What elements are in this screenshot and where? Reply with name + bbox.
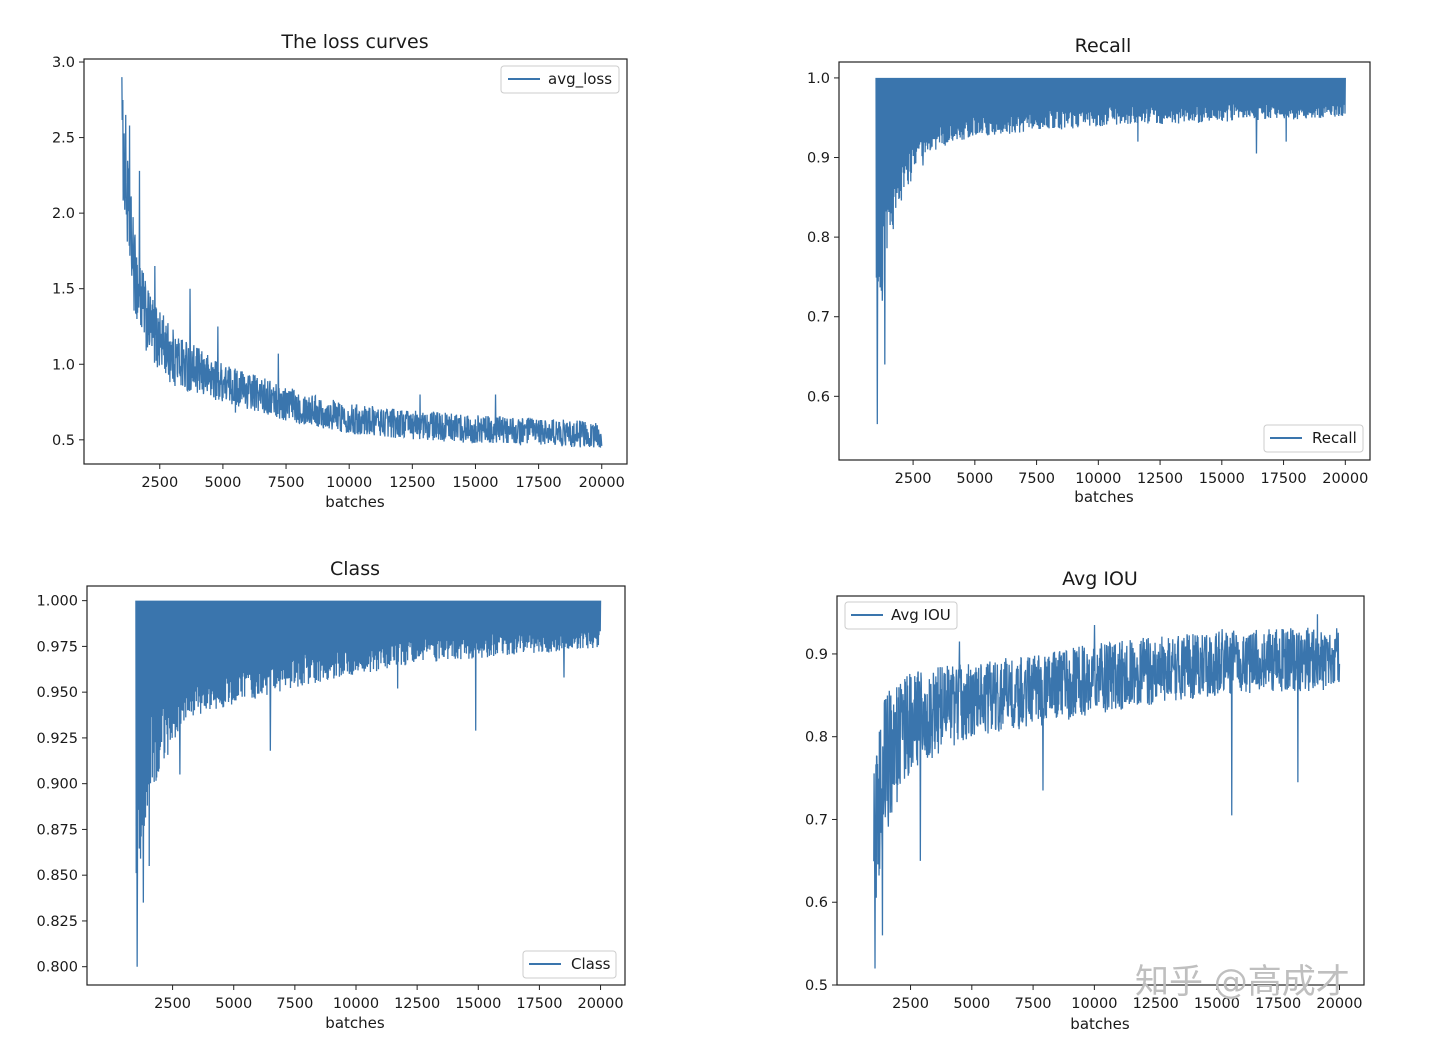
class-series-line xyxy=(135,600,602,967)
x-tick-label: 20000 xyxy=(1322,471,1368,487)
y-tick-label: 0.800 xyxy=(36,960,78,976)
x-tick-label: 7500 xyxy=(1015,996,1052,1012)
loss-chart: The loss curves 2500 5000 7500 10000 12500 15… xyxy=(52,31,628,511)
class-x-ticks: 2500 5000 7500 10000 12500 15000 17500 20000 xyxy=(154,985,624,1012)
x-tick-label: 7500 xyxy=(276,996,313,1012)
class-chart: Class 2500 5000 7500 10000 12500 15000 17500 20… xyxy=(36,558,626,1032)
y-tick-label: 0.5 xyxy=(805,978,828,994)
y-tick-label: 0.9 xyxy=(805,647,828,663)
x-tick-label: 10000 xyxy=(333,996,379,1012)
recall-legend-label: Recall xyxy=(1312,429,1357,447)
loss-legend-label: avg_loss xyxy=(548,70,612,89)
class-legend-label: Class xyxy=(571,955,611,973)
y-tick-label: 0.7 xyxy=(805,812,828,828)
x-tick-label: 15000 xyxy=(452,475,498,491)
x-tick-label: 17500 xyxy=(1260,471,1306,487)
recall-axes-frame xyxy=(838,61,1371,461)
y-tick-label: 0.8 xyxy=(807,230,830,246)
avg-iou-chart-title: Avg IOU xyxy=(1062,568,1138,590)
loss-chart-title: The loss curves xyxy=(280,31,428,53)
loss-y-ticks: 0.5 1.0 1.5 2.0 2.5 3.0 xyxy=(52,55,84,449)
y-tick-label: 0.8 xyxy=(805,730,828,746)
x-tick-label: 2500 xyxy=(895,471,932,487)
x-tick-label: 2500 xyxy=(892,996,929,1012)
y-tick-label: 0.5 xyxy=(52,433,75,449)
x-tick-label: 17500 xyxy=(1255,996,1301,1012)
y-tick-label: 0.850 xyxy=(36,868,78,884)
x-tick-label: 10000 xyxy=(1071,996,1117,1012)
y-tick-label: 0.6 xyxy=(807,389,830,405)
x-tick-label: 20000 xyxy=(577,996,623,1012)
loss-axes-frame xyxy=(83,58,628,465)
x-tick-label: 15000 xyxy=(1194,996,1240,1012)
y-tick-label: 0.975 xyxy=(36,639,78,655)
recall-chart-title: Recall xyxy=(1075,35,1132,57)
y-tick-label: 2.0 xyxy=(52,206,75,222)
x-tick-label: 5000 xyxy=(956,471,993,487)
x-tick-label: 2500 xyxy=(141,475,178,491)
x-tick-label: 15000 xyxy=(455,996,501,1012)
avg-loss-series-line xyxy=(121,77,603,448)
x-tick-label: 20000 xyxy=(1316,996,1362,1012)
avg-iou-legend-label: Avg IOU xyxy=(891,606,951,624)
class-legend: Class xyxy=(522,950,617,979)
y-tick-label: 1.000 xyxy=(36,594,78,610)
class-y-ticks: 0.800 0.825 0.850 0.875 0.900 0.925 0.950 0.975… xyxy=(36,594,87,976)
x-tick-label: 10000 xyxy=(1075,471,1121,487)
y-tick-label: 0.6 xyxy=(805,895,828,911)
y-tick-label: 1.0 xyxy=(807,71,830,87)
recall-y-ticks: 0.6 0.7 0.8 0.9 1.0 xyxy=(807,71,839,405)
avg-iou-series-line xyxy=(873,614,1341,969)
class-x-axis-label: batches xyxy=(325,1014,385,1032)
recall-chart: Recall 2500 5000 7500 10000 12500 15000 17500 2… xyxy=(807,35,1371,506)
x-tick-label: 12500 xyxy=(394,996,440,1012)
x-tick-label: 2500 xyxy=(154,996,191,1012)
avg-iou-x-axis-label: batches xyxy=(1070,1015,1130,1033)
class-legend-box xyxy=(522,950,617,979)
y-tick-label: 0.875 xyxy=(36,822,78,838)
y-tick-label: 0.7 xyxy=(807,310,830,326)
x-tick-label: 5000 xyxy=(953,996,990,1012)
y-tick-label: 3.0 xyxy=(52,55,75,71)
y-tick-label: 2.5 xyxy=(52,131,75,147)
avg-iou-axes-frame xyxy=(836,595,1365,986)
loss-legend: avg_loss xyxy=(500,65,620,94)
avg-iou-x-ticks: 2500 5000 7500 10000 12500 15000 17500 20000 xyxy=(892,985,1363,1012)
x-tick-label: 20000 xyxy=(579,475,625,491)
loss-legend-box xyxy=(500,65,620,94)
x-tick-label: 17500 xyxy=(516,475,562,491)
watermark-text: 知乎 @高成才 xyxy=(1135,962,1350,1002)
x-tick-label: 5000 xyxy=(215,996,252,1012)
recall-series-line xyxy=(875,77,1346,425)
y-tick-label: 0.825 xyxy=(36,914,78,930)
avg-iou-chart: Avg IOU 2500 5000 7500 10000 12500 15000 17500… xyxy=(805,568,1365,1033)
recall-legend-box xyxy=(1263,424,1364,453)
y-tick-label: 0.9 xyxy=(807,151,830,167)
x-tick-label: 15000 xyxy=(1199,471,1245,487)
recall-x-ticks: 2500 5000 7500 10000 12500 15000 17500 20000 xyxy=(895,460,1368,487)
x-tick-label: 10000 xyxy=(326,475,372,491)
x-tick-label: 5000 xyxy=(204,475,241,491)
x-tick-label: 12500 xyxy=(1133,996,1179,1012)
avg-iou-y-ticks: 0.5 0.6 0.7 0.8 0.9 xyxy=(805,647,837,994)
loss-x-axis-label: batches xyxy=(325,493,385,511)
x-tick-label: 7500 xyxy=(1018,471,1055,487)
recall-legend: Recall xyxy=(1263,424,1364,453)
y-tick-label: 1.0 xyxy=(52,357,75,373)
y-tick-label: 0.900 xyxy=(36,777,78,793)
x-tick-label: 17500 xyxy=(516,996,562,1012)
loss-x-ticks: 2500 5000 7500 10000 12500 15000 17500 20000 xyxy=(141,464,625,491)
y-tick-label: 0.925 xyxy=(36,731,78,747)
avg-iou-legend: Avg IOU xyxy=(844,601,958,630)
recall-x-axis-label: batches xyxy=(1074,488,1134,506)
x-tick-label: 12500 xyxy=(1137,471,1183,487)
avg-iou-legend-box xyxy=(844,601,958,630)
x-tick-label: 12500 xyxy=(389,475,435,491)
y-tick-label: 0.950 xyxy=(36,685,78,701)
class-chart-title: Class xyxy=(330,558,380,580)
x-tick-label: 7500 xyxy=(268,475,305,491)
y-tick-label: 1.5 xyxy=(52,282,75,298)
